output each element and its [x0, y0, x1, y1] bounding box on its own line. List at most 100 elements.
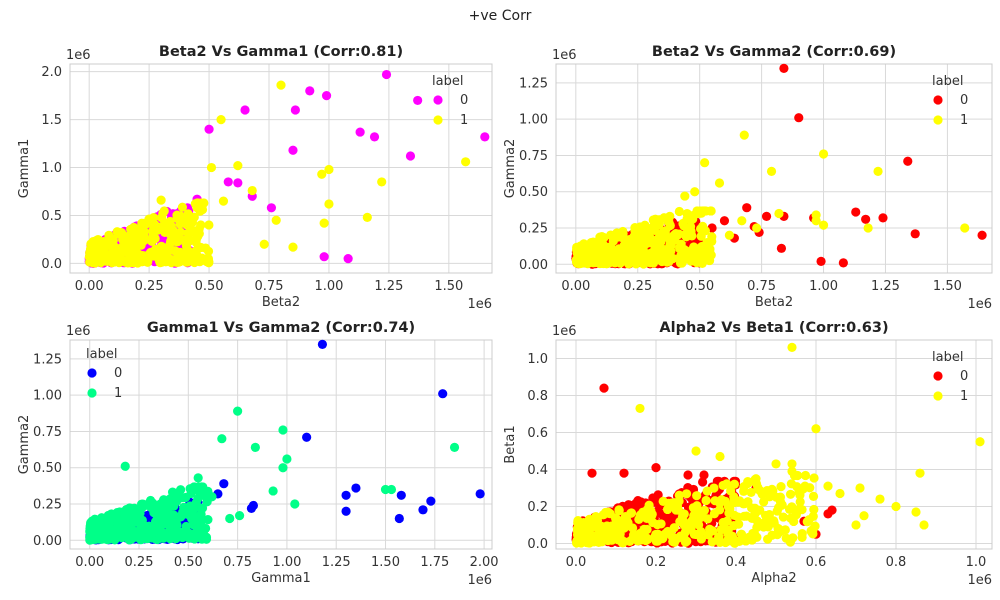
data-point	[155, 533, 165, 543]
data-point	[797, 528, 807, 539]
y-multiplier: 1e6	[552, 48, 577, 63]
data-point	[192, 201, 202, 211]
data-point	[977, 230, 987, 240]
data-point	[752, 223, 762, 233]
data-point	[185, 484, 195, 494]
data-point	[696, 534, 707, 544]
x-tick-label: 1.00	[809, 279, 838, 294]
data-point	[233, 161, 243, 171]
data-point	[606, 230, 616, 240]
data-point	[250, 442, 260, 453]
data-point	[305, 86, 315, 96]
data-point	[775, 526, 786, 537]
x-tick-label: 0.25	[125, 555, 154, 570]
data-point	[773, 503, 784, 513]
data-point	[217, 434, 227, 444]
data-point	[191, 249, 202, 259]
data-point	[720, 496, 730, 506]
y-tick-label: 0.0	[41, 257, 62, 272]
data-point	[903, 156, 913, 166]
data-point	[750, 503, 760, 513]
data-point	[658, 496, 668, 506]
data-point	[268, 486, 278, 496]
data-point	[808, 491, 819, 501]
data-point	[715, 537, 725, 547]
data-point	[150, 233, 160, 244]
x-tick-label: 0.25	[623, 279, 652, 294]
data-point	[664, 256, 674, 266]
data-point	[808, 524, 818, 534]
data-point	[748, 528, 758, 539]
y-axis-label: Beta1	[503, 425, 518, 463]
data-point	[763, 534, 773, 544]
data-point	[764, 513, 774, 523]
legend-entry: 1	[460, 113, 468, 128]
y-tick-label: 1.25	[519, 76, 548, 91]
x-axis-label: Gamma1	[251, 571, 311, 586]
data-point	[154, 508, 164, 518]
data-point	[975, 437, 985, 447]
data-point	[579, 535, 589, 545]
data-point	[624, 255, 634, 265]
legend: label 0 1	[932, 350, 968, 404]
data-point	[573, 516, 583, 526]
data-point	[193, 473, 203, 483]
data-point	[719, 216, 730, 226]
data-point	[172, 210, 182, 220]
data-point	[196, 526, 206, 536]
data-point	[656, 236, 666, 247]
data-point	[690, 187, 700, 197]
data-point	[818, 149, 829, 159]
data-point	[288, 145, 298, 155]
data-point	[776, 243, 787, 253]
chart-title: Beta2 Vs Gamma1 (Corr:0.81)	[159, 44, 403, 60]
y-tick-label: 0.75	[519, 149, 548, 164]
data-point	[823, 481, 833, 491]
data-point	[787, 459, 797, 469]
x-tick-label: 0.50	[195, 279, 224, 294]
data-point	[739, 130, 749, 140]
data-point	[113, 227, 123, 238]
data-point	[152, 248, 162, 259]
data-point	[160, 227, 170, 238]
data-point	[851, 207, 861, 217]
data-point	[800, 470, 811, 481]
data-point	[794, 113, 804, 123]
data-point	[629, 236, 639, 246]
data-point	[766, 166, 777, 177]
data-point	[607, 534, 618, 544]
data-point	[191, 229, 201, 239]
data-point	[855, 483, 865, 493]
x-multiplier: 1e6	[467, 573, 492, 588]
data-point	[650, 531, 660, 542]
data-point	[116, 519, 126, 530]
data-point	[480, 132, 490, 142]
x-multiplier: 1e6	[967, 573, 992, 588]
data-point	[168, 528, 178, 538]
y-tick-label: 0.50	[33, 461, 62, 476]
data-point	[266, 203, 277, 213]
y-tick-label: 0.5	[41, 209, 62, 224]
data-point	[659, 213, 669, 223]
data-point	[707, 537, 717, 547]
data-point	[778, 512, 788, 522]
data-point	[636, 535, 646, 545]
legend-marker	[933, 115, 943, 125]
data-point	[106, 533, 116, 543]
data-point	[788, 533, 798, 543]
data-point	[584, 524, 595, 534]
data-point	[602, 521, 612, 531]
data-point	[461, 157, 471, 167]
data-point	[873, 166, 883, 177]
data-point	[94, 532, 104, 542]
x-tick-label: 0.75	[255, 279, 284, 294]
data-point	[172, 256, 183, 266]
data-point	[234, 511, 245, 521]
data-point	[685, 222, 696, 232]
y-tick-label: 1.25	[33, 352, 62, 367]
chart-title: Beta2 Vs Gamma2 (Corr:0.69)	[652, 44, 896, 60]
data-point	[647, 509, 657, 519]
data-point	[288, 242, 298, 252]
data-point	[714, 178, 725, 188]
data-point	[405, 151, 416, 161]
